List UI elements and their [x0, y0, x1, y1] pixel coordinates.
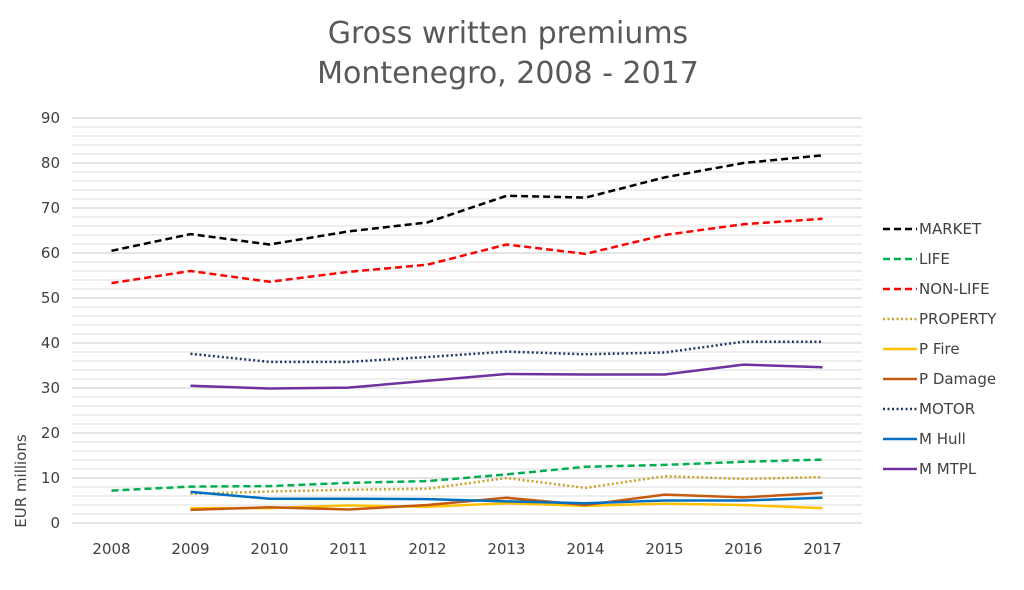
y-tick-label: 70 [41, 199, 60, 217]
legend-label: P Damage [919, 370, 996, 388]
legend-label: LIFE [919, 250, 950, 268]
y-tick-label: 50 [41, 289, 60, 307]
x-tick-label: 2016 [724, 540, 762, 558]
y-tick-label: 20 [41, 424, 60, 442]
series-line-m-hull [190, 490, 823, 505]
y-tick-label: 90 [41, 109, 60, 127]
series-line-market [111, 154, 823, 253]
y-tick-label: 30 [41, 379, 60, 397]
legend-item: MOTOR [883, 400, 975, 418]
x-tick-label: 2011 [329, 540, 367, 558]
y-axis: 0 10 20 30 40 50 60 70 80 90 [41, 109, 60, 532]
legend-label: M Hull [919, 430, 966, 448]
x-tick-label: 2015 [645, 540, 683, 558]
chart-title: Gross written premiums Montenegro, 2008 … [0, 14, 1016, 94]
x-tick-label: 2012 [408, 540, 446, 558]
series-line-motor [190, 340, 823, 364]
y-tick-label: 80 [41, 154, 60, 172]
x-tick-label: 2014 [566, 540, 604, 558]
legend-item: NON-LIFE [883, 280, 990, 298]
legend-item: LIFE [883, 250, 950, 268]
y-tick-label: 10 [41, 469, 60, 487]
legend-label: PROPERTY [919, 310, 997, 328]
series-lines [111, 154, 823, 512]
series-line-m-mtpl [190, 363, 823, 390]
legend-item: P Fire [883, 340, 960, 358]
series-line-life [111, 458, 823, 492]
legend-item: MARKET [883, 220, 982, 238]
gridlines [72, 117, 862, 524]
legend-item: PROPERTY [883, 310, 997, 328]
y-tick-label: 0 [50, 514, 60, 532]
legend: MARKET LIFE NON-LIFE PROPERTY P Fire P Damage… [883, 220, 997, 478]
x-tick-label: 2013 [487, 540, 525, 558]
y-tick-label: 40 [41, 334, 60, 352]
legend-item: M Hull [883, 430, 966, 448]
legend-label: M MTPL [919, 460, 977, 478]
legend-label: NON-LIFE [919, 280, 990, 298]
legend-label: MARKET [919, 220, 982, 238]
y-tick-label: 60 [41, 244, 60, 262]
x-tick-label: 2010 [250, 540, 288, 558]
series-line-property [190, 474, 823, 496]
chart-title-line1: Gross written premiums [327, 16, 689, 51]
series-line-non-life [111, 217, 823, 285]
y-axis-label: EUR millions [12, 434, 30, 528]
x-tick-label: 2009 [171, 540, 209, 558]
x-tick-label: 2008 [92, 540, 130, 558]
x-tick-label: 2017 [803, 540, 841, 558]
legend-item: M MTPL [883, 460, 977, 478]
x-axis: 2008 2009 2010 2011 2012 2013 2014 2015 2016 2017 [92, 540, 841, 558]
series-line-p-damage [190, 491, 823, 512]
legend-label: P Fire [919, 340, 960, 358]
chart-title-line2: Montenegro, 2008 - 2017 [317, 56, 699, 91]
legend-label: MOTOR [919, 400, 975, 418]
legend-item: P Damage [883, 370, 996, 388]
